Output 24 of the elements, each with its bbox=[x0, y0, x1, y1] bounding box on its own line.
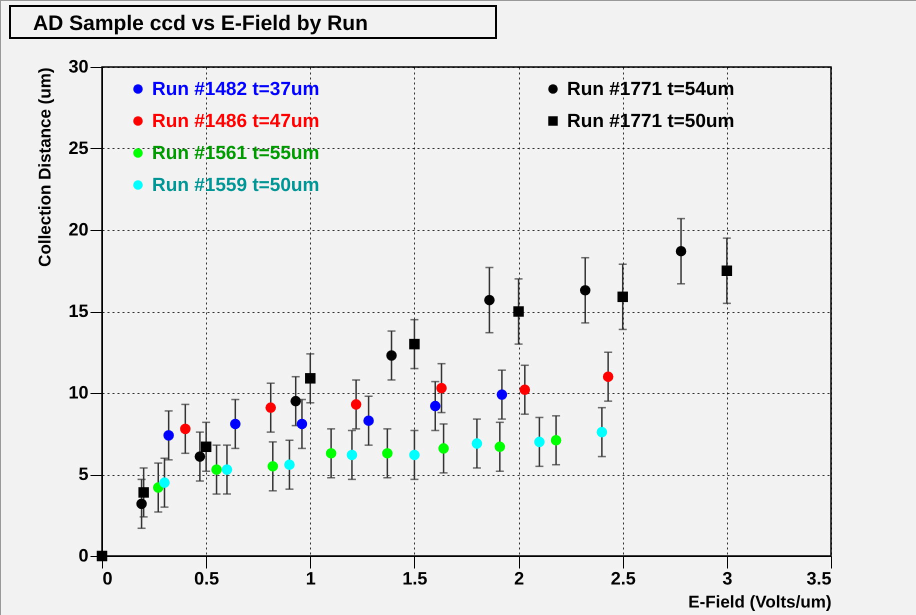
x-tick-label: 1 bbox=[306, 568, 316, 588]
legend-label: Run #1559 t=50um bbox=[152, 175, 320, 196]
y-tick-label: 30 bbox=[68, 56, 88, 76]
legend-label: Run #1561 t=55um bbox=[152, 143, 320, 164]
x-tick-label: 3.5 bbox=[806, 568, 832, 588]
y-axis-title: Collection Distance (um) bbox=[35, 68, 54, 267]
x-tick-label: 1.5 bbox=[402, 568, 428, 588]
y-tick-label: 0 bbox=[78, 546, 88, 566]
legend-label: Run #1771 t=54um bbox=[567, 79, 734, 100]
y-tick-label: 25 bbox=[68, 138, 88, 158]
x-tick-label: 3 bbox=[722, 568, 732, 588]
legend-label: Run #1486 t=47um bbox=[152, 111, 320, 132]
y-tick-label: 10 bbox=[68, 382, 88, 402]
y-tick-label: 20 bbox=[68, 220, 88, 240]
legend-label: Run #1482 t=37um bbox=[152, 79, 320, 100]
x-axis-title: E-Field (Volts/um) bbox=[688, 592, 832, 612]
x-tick-label: 2 bbox=[514, 568, 524, 588]
y-tick-label: 15 bbox=[68, 301, 88, 321]
x-tick-label: 0 bbox=[102, 568, 113, 588]
chart-title: AD Sample ccd vs E-Field by Run bbox=[9, 5, 497, 39]
x-tick-label: 0.5 bbox=[194, 568, 220, 588]
legend-label: Run #1771 t=50um bbox=[567, 111, 734, 132]
y-tick-label: 5 bbox=[78, 464, 88, 484]
x-tick-label: 2.5 bbox=[610, 568, 636, 588]
